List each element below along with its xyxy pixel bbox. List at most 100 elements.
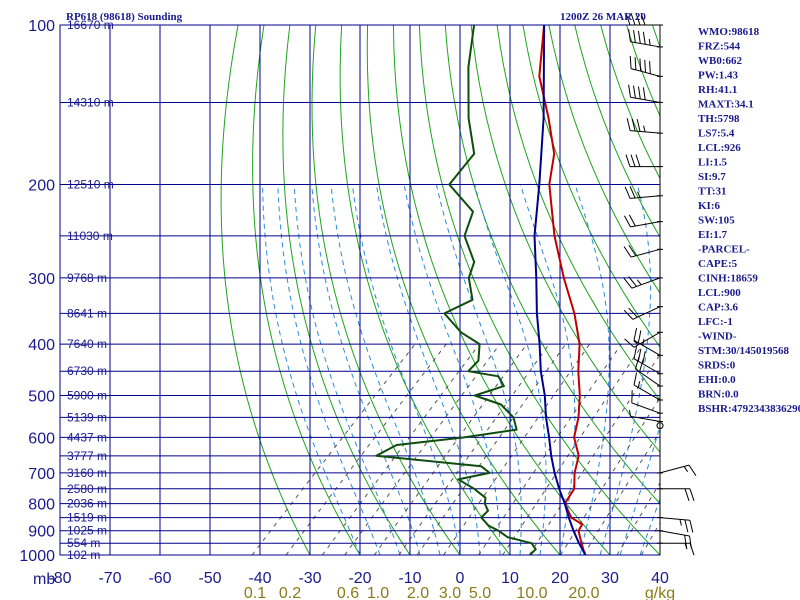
mixing-ratio-tick-label: 0.6: [337, 585, 359, 600]
pressure-tick-label: 500: [28, 388, 55, 405]
dry-adiabat: [220, 25, 311, 555]
dry-adiabat: [444, 25, 660, 505]
temperature-tick-label: 20: [551, 570, 569, 587]
temperature-tick-label: -20: [348, 570, 371, 587]
stat-line: TT:31: [698, 186, 727, 198]
height-tick-label: 1025 m: [67, 524, 107, 538]
wind-barb: [625, 154, 663, 168]
wind-barb: [631, 390, 663, 414]
wind-barb: [623, 214, 663, 228]
mixing-ratio-line: [321, 343, 480, 555]
pressure-tick-label: 100: [28, 18, 55, 35]
height-tick-label: 4437 m: [67, 430, 107, 444]
temperature-tick-label: 40: [651, 570, 669, 587]
mixing-ratio-tick-label: 20.0: [568, 585, 599, 600]
stat-line: MAXT:34.1: [698, 99, 754, 111]
temperature-axis-labels: -80 -70 -60 -50 -40 -30 -20 -10 0 10 20 30 40: [48, 570, 669, 587]
height-tick-label: 3777 m: [67, 449, 107, 463]
wind-barb: [633, 372, 663, 401]
dry-adiabat: [782, 25, 800, 555]
height-tick-label: 16670 m: [67, 18, 114, 32]
moist-adiabat: [574, 184, 610, 555]
height-tick-label: 2036 m: [67, 497, 107, 511]
mixing-ratio-tick-label: 0.2: [279, 585, 301, 600]
mixing-ratio-tick-label: 3.0: [439, 585, 461, 600]
wind-barb: [629, 55, 663, 77]
height-tick-label: 7640 m: [67, 337, 107, 351]
stat-line: RH:41.1: [698, 84, 737, 96]
stat-line: BSHR:4792343836290: [698, 403, 800, 415]
height-tick-label: 11030 m: [67, 229, 113, 243]
wind-barbs: [623, 12, 697, 556]
mixing-ratio-tick-label: 2.0: [407, 585, 429, 600]
wind-barb: [626, 118, 663, 134]
height-tick-label: 2580 m: [67, 482, 107, 496]
dry-adiabat: [339, 25, 511, 555]
dry-adiabat: [522, 25, 660, 348]
height-tick-label: 12510 m: [67, 178, 114, 192]
mixing-ratio-tick-label: 0.1: [244, 585, 266, 600]
temperature-tick-label: -30: [298, 570, 321, 587]
pressure-tick-label: 200: [28, 178, 55, 195]
pressure-tick-label: 600: [28, 430, 55, 447]
pressure-tick-label: 700: [28, 466, 55, 483]
moist-adiabat: [330, 184, 441, 555]
stat-line: SW:105: [698, 215, 735, 227]
height-tick-label: 102 m: [67, 548, 100, 562]
stat-line: -WIND-: [698, 331, 737, 343]
chart-title-left: RP618 (98618) Sounding: [66, 11, 183, 23]
wind-barb: [628, 84, 663, 103]
stat-line: WB0:662: [698, 55, 743, 67]
pressure-tick-label: 300: [28, 271, 55, 288]
dry-adiabat: [756, 25, 800, 555]
stat-line: BRN:0.0: [698, 389, 739, 401]
stat-line: LFC:-1: [698, 316, 733, 328]
stat-line: SI:9.7: [698, 171, 726, 183]
mixing-ratio-line: [443, 343, 591, 555]
pressure-unit-label: mb: [33, 571, 55, 588]
pressure-tick-label: 800: [28, 497, 55, 514]
stat-line: KI:6: [698, 200, 721, 212]
temperature-tick-label: -80: [48, 570, 71, 587]
wind-barb: [625, 12, 663, 26]
temperature-tick-label: -70: [98, 570, 121, 587]
wind-barb: [623, 306, 663, 320]
stats-panel: WMO:98618 FRZ:544 WB0:662 PW:1.43 RH:41.1 MAX…: [698, 26, 800, 415]
dry-adiabat: [574, 25, 660, 238]
temperature-tick-label: -60: [148, 570, 171, 587]
mixing-ratio-labels: 0.1 0.2 0.6 1.0 2.0 3.0 5.0 10.0 20.0 g/kg: [244, 585, 675, 600]
stat-line: CAPE:5: [698, 258, 738, 270]
wind-barb: [657, 488, 695, 501]
stat-line: CAP:3.6: [698, 302, 739, 314]
temperature-tick-label: -50: [198, 570, 221, 587]
stat-line: EHI:0.0: [698, 374, 736, 386]
stat-line: STM:30/145019568: [698, 345, 790, 357]
temperature-tick-label: -10: [398, 570, 421, 587]
stat-line: TH:5798: [698, 113, 740, 125]
temperature-tick-label: -40: [248, 570, 271, 587]
temperature-profile: [538, 25, 586, 555]
height-tick-label: 8641 m: [67, 306, 107, 320]
stat-line: LS7:5.4: [698, 128, 735, 140]
wind-barb: [657, 464, 697, 476]
pressure-tick-label: 1000: [19, 548, 55, 565]
moist-adiabat: [375, 184, 481, 555]
dry-adiabat: [311, 25, 461, 555]
temperature-tick-label: 30: [601, 570, 619, 587]
parcel-profile: [533, 25, 587, 555]
wind-barb: [657, 517, 694, 533]
stat-line: CINH:18659: [698, 273, 758, 285]
grid-lines: [59, 24, 661, 556]
dry-adiabat: [252, 25, 361, 555]
stat-line: SRDS:0: [698, 360, 736, 372]
pressure-axis-labels: 100 200 300 400 500 600 700 800 900 1000: [19, 18, 55, 565]
height-tick-label: 554 m: [67, 536, 100, 550]
wind-barb: [623, 244, 663, 258]
chart-title-right: 1200Z 26 MAR 20: [560, 11, 646, 23]
moist-adiabat: [311, 184, 421, 555]
wind-barb: [628, 29, 663, 48]
dry-adiabat: [366, 25, 561, 555]
calm-wind-marker: [656, 422, 664, 430]
stat-line: FRZ:544: [698, 41, 741, 53]
